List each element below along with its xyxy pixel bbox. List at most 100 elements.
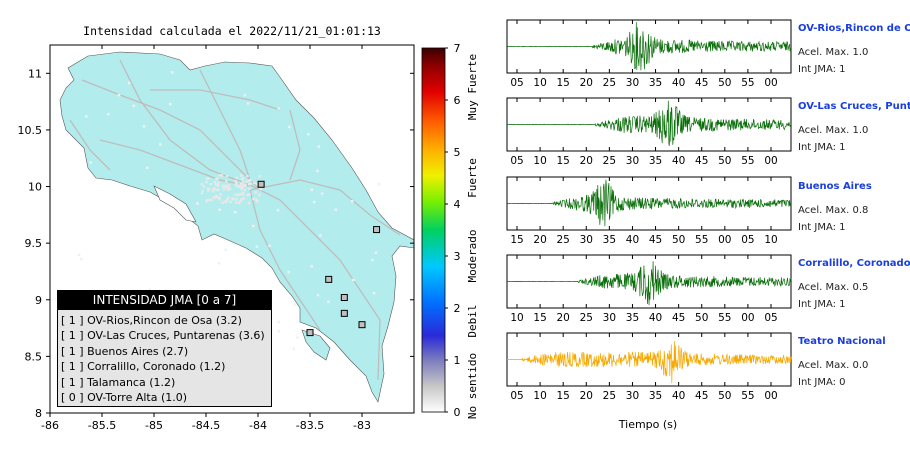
- waveform-tick-label: 50: [695, 312, 708, 324]
- town-dot: [334, 208, 338, 211]
- road-line: [289, 109, 301, 181]
- station-name[interactable]: Corralillo, Coronado: [798, 258, 910, 269]
- station-name[interactable]: OV-Rios,Rincon de Osa: [798, 23, 910, 34]
- waveform-tick-label: 00: [764, 77, 777, 89]
- waveform-tick-label: 05: [510, 155, 523, 167]
- colorbar-tick-label: 4: [454, 198, 461, 211]
- waveform-tick-label: 45: [649, 234, 662, 246]
- town-dot: [80, 257, 83, 261]
- town-dot: [233, 211, 237, 214]
- station-max-acceleration: Acel. Max. 1.0: [798, 125, 869, 136]
- station-name[interactable]: Buenos Aires: [798, 181, 872, 192]
- colorbar-tick-label: 6: [454, 94, 461, 107]
- legend-item: [ 1 ] Talamanca (1.2): [61, 375, 176, 389]
- colorbar-class-label: Muy Fuerte: [466, 54, 479, 120]
- waveform-tick-label: 50: [718, 390, 731, 402]
- waveform-tick-label: 25: [603, 390, 616, 402]
- city-dot: [239, 199, 242, 203]
- city-dot: [240, 177, 244, 181]
- legend-items: [ 1 ] OV-Rios,Rincon de Osa (3.2) [ 1 ] …: [58, 310, 271, 405]
- city-dot: [249, 178, 252, 182]
- city-dot: [215, 188, 218, 192]
- town-dot: [196, 202, 199, 205]
- city-dot: [226, 188, 230, 191]
- station-jma-intensity: Int JMA: 1: [798, 222, 846, 233]
- y-tick-label: 8: [35, 407, 42, 420]
- waveform-tick-label: 25: [603, 155, 616, 167]
- waveform-tick-label: 40: [672, 77, 685, 89]
- town-dot: [77, 253, 81, 257]
- waveform-tick-label: 05: [510, 77, 523, 89]
- waveform-tick-label: 05: [764, 312, 777, 324]
- waveform-tick-label: 40: [649, 312, 662, 324]
- city-dot: [225, 180, 228, 183]
- town-dot: [296, 336, 299, 339]
- waveform-panel: 05 10 15 20 25 30 35 40 45 50 55 00: [506, 97, 792, 167]
- town-dot: [316, 169, 319, 173]
- y-tick-label: 9: [35, 294, 42, 307]
- city-dot: [234, 201, 238, 204]
- town-dot: [276, 208, 280, 212]
- waveform-tick-label: 10: [510, 312, 523, 324]
- waveform-tick-label: 55: [741, 77, 754, 89]
- station-marker: [257, 180, 265, 188]
- waveform-tick-label: 15: [510, 234, 523, 246]
- station-name[interactable]: OV-Las Cruces, Puntarenas: [798, 101, 910, 112]
- city-dot: [226, 198, 229, 201]
- costa-rica-landmass: [59, 51, 414, 403]
- city-dot: [234, 193, 237, 196]
- town-dot: [171, 71, 174, 74]
- waveform-tick-label: 30: [626, 155, 639, 167]
- y-tick-label: 9.5: [25, 237, 43, 250]
- waveform-tick-label: 20: [556, 312, 569, 324]
- x-tick-label: -85.5: [88, 419, 116, 432]
- legend-item: [ 0 ] OV-Torre Alta (1.0): [61, 391, 188, 405]
- colorbar-class-labels: No sentido Debil Moderado Fuerte Muy Fuerte: [466, 54, 479, 419]
- town-dot: [277, 320, 280, 324]
- waveform-tick-label: 05: [510, 390, 523, 402]
- town-dot: [372, 291, 376, 295]
- city-dot: [213, 180, 217, 184]
- waveform-tick-label: 45: [695, 390, 708, 402]
- road-line: [81, 79, 261, 191]
- road-line: [199, 69, 251, 181]
- town-dot: [310, 265, 313, 268]
- station-name[interactable]: Teatro Nacional: [798, 336, 886, 347]
- city-dot: [213, 187, 216, 190]
- city-dot: [248, 193, 251, 196]
- legend-item: [ 1 ] Buenos Aires (2.7): [61, 344, 189, 358]
- waveform-tick-label: 45: [695, 155, 708, 167]
- city-dot: [222, 185, 226, 188]
- station-info-rios: OV-Rios,Rincon de Osa Acel. Max. 1.0 Int…: [798, 22, 910, 77]
- town-dot: [277, 330, 281, 333]
- city-dot: [221, 201, 224, 205]
- waveform-tick-label: 45: [695, 77, 708, 89]
- y-tick-label: 10: [28, 181, 42, 194]
- waveform-tick-label: 35: [649, 155, 662, 167]
- waveform-tick-label: 50: [718, 155, 731, 167]
- station-info-teatro-nacional: Teatro Nacional Acel. Max. 0.0 Int JMA: …: [798, 335, 910, 390]
- station-info-buenos-aires: Buenos Aires Acel. Max. 0.8 Int JMA: 1: [798, 180, 910, 235]
- waveform-tick-label: 30: [603, 312, 616, 324]
- x-tick-label: -83.5: [296, 419, 324, 432]
- colorbar-tick-label: 3: [454, 250, 461, 263]
- city-dot: [227, 184, 231, 187]
- city-dot: [239, 182, 243, 185]
- waveform-trace: [506, 100, 792, 146]
- waveform-tick-label: 35: [603, 234, 616, 246]
- city-dot: [253, 181, 256, 185]
- station-jma-intensity: Int JMA: 1: [798, 64, 846, 75]
- city-dot: [248, 182, 251, 186]
- town-dot: [371, 258, 374, 262]
- town-dot: [293, 303, 297, 306]
- city-dot: [254, 191, 257, 194]
- waveform-panels: 05 10 15 20 25 30 35 40 45 50 55 00 05 10 15 20 25 30 35 40…: [506, 19, 792, 402]
- town-dot: [327, 300, 330, 303]
- city-dot: [217, 181, 220, 185]
- waveform-tick-label: 30: [626, 77, 639, 89]
- town-dot: [255, 245, 259, 248]
- station-info-las-cruces: OV-Las Cruces, Puntarenas Acel. Max. 1.0…: [798, 100, 910, 155]
- city-dot: [201, 189, 204, 193]
- waveform-tick-label: 00: [764, 390, 777, 402]
- waveform-trace: [506, 179, 792, 227]
